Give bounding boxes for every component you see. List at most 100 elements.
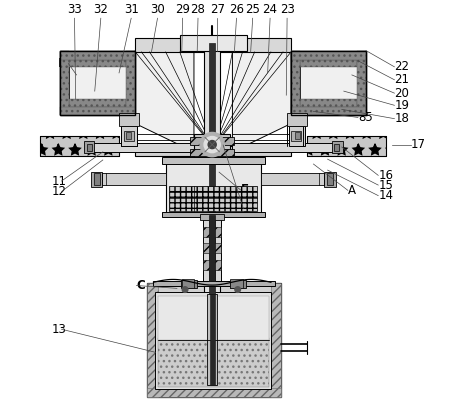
Bar [324, 172, 335, 187]
Bar [288, 125, 305, 146]
Text: 23: 23 [279, 3, 294, 16]
Bar [299, 59, 357, 107]
Text: 21: 21 [394, 73, 408, 86]
Bar [126, 50, 135, 116]
Polygon shape [232, 50, 290, 152]
Bar [290, 131, 301, 140]
Bar [157, 296, 268, 340]
Text: 25: 25 [245, 3, 259, 16]
Bar [290, 107, 365, 116]
Bar [203, 214, 220, 282]
Bar [307, 136, 386, 156]
Text: 30: 30 [150, 3, 165, 16]
Text: 85: 85 [357, 111, 372, 124]
Bar [232, 143, 333, 152]
Bar [260, 173, 325, 186]
Circle shape [234, 287, 240, 292]
Text: 16: 16 [377, 169, 392, 182]
Bar [208, 214, 215, 282]
Text: 14: 14 [377, 189, 392, 202]
Bar [208, 42, 215, 350]
Bar [60, 50, 135, 116]
Bar [157, 338, 268, 387]
Bar [203, 227, 220, 237]
Bar [126, 132, 130, 139]
Bar [147, 284, 157, 397]
Bar [165, 162, 260, 214]
Text: 26: 26 [228, 3, 243, 16]
Bar [69, 59, 126, 107]
Circle shape [204, 136, 220, 153]
Text: D: D [243, 202, 253, 215]
Polygon shape [135, 50, 194, 152]
Text: 12: 12 [51, 185, 66, 198]
Text: 18: 18 [394, 112, 408, 125]
Circle shape [208, 140, 216, 149]
Text: B: B [58, 57, 67, 70]
Text: 29: 29 [175, 3, 190, 16]
Text: 32: 32 [93, 3, 108, 16]
Bar [209, 293, 214, 385]
Bar [290, 50, 365, 116]
Bar [203, 260, 220, 270]
Bar [332, 141, 342, 153]
Bar [60, 50, 69, 116]
Bar [270, 284, 280, 397]
Bar [189, 137, 234, 144]
Bar [290, 50, 365, 59]
Bar [299, 99, 357, 107]
Text: 28: 28 [190, 3, 205, 16]
Bar [357, 50, 365, 116]
Bar [180, 280, 197, 288]
Bar [189, 149, 234, 156]
Bar [326, 173, 333, 186]
Bar [207, 293, 217, 385]
Text: C: C [136, 279, 145, 292]
Text: 15: 15 [377, 179, 392, 192]
Text: 24: 24 [262, 3, 277, 16]
Bar [169, 186, 257, 211]
Bar [161, 212, 264, 217]
Bar [147, 388, 280, 397]
Bar [230, 280, 242, 287]
Text: 22: 22 [394, 60, 408, 73]
Bar [290, 50, 365, 116]
Text: 31: 31 [123, 3, 139, 16]
Bar [179, 35, 246, 50]
Bar [153, 281, 274, 285]
Bar [204, 42, 220, 350]
Bar [93, 173, 100, 186]
Bar [135, 146, 290, 156]
Bar [295, 132, 299, 139]
Bar [181, 280, 194, 287]
Bar [69, 99, 126, 107]
Bar [199, 214, 224, 220]
Bar [92, 143, 194, 152]
Bar [299, 59, 357, 67]
Circle shape [182, 287, 188, 292]
Bar [229, 280, 245, 288]
Bar [124, 131, 134, 140]
Bar [121, 125, 137, 146]
Bar [307, 136, 386, 156]
Bar [147, 284, 280, 397]
Bar [290, 50, 299, 116]
Bar [84, 141, 94, 153]
Text: A: A [347, 184, 355, 197]
Bar [333, 144, 338, 151]
Bar [60, 107, 135, 116]
Bar [135, 38, 290, 52]
Bar [40, 136, 119, 156]
Bar [161, 157, 264, 164]
Text: 20: 20 [394, 87, 408, 100]
Bar [60, 50, 135, 116]
Bar [69, 59, 126, 67]
Text: 27: 27 [209, 3, 225, 16]
Bar [203, 243, 220, 253]
Text: E: E [240, 184, 248, 197]
Bar [100, 173, 165, 186]
Bar [119, 114, 139, 125]
Text: 11: 11 [51, 175, 66, 188]
Bar [194, 134, 230, 157]
Text: 17: 17 [410, 138, 425, 151]
